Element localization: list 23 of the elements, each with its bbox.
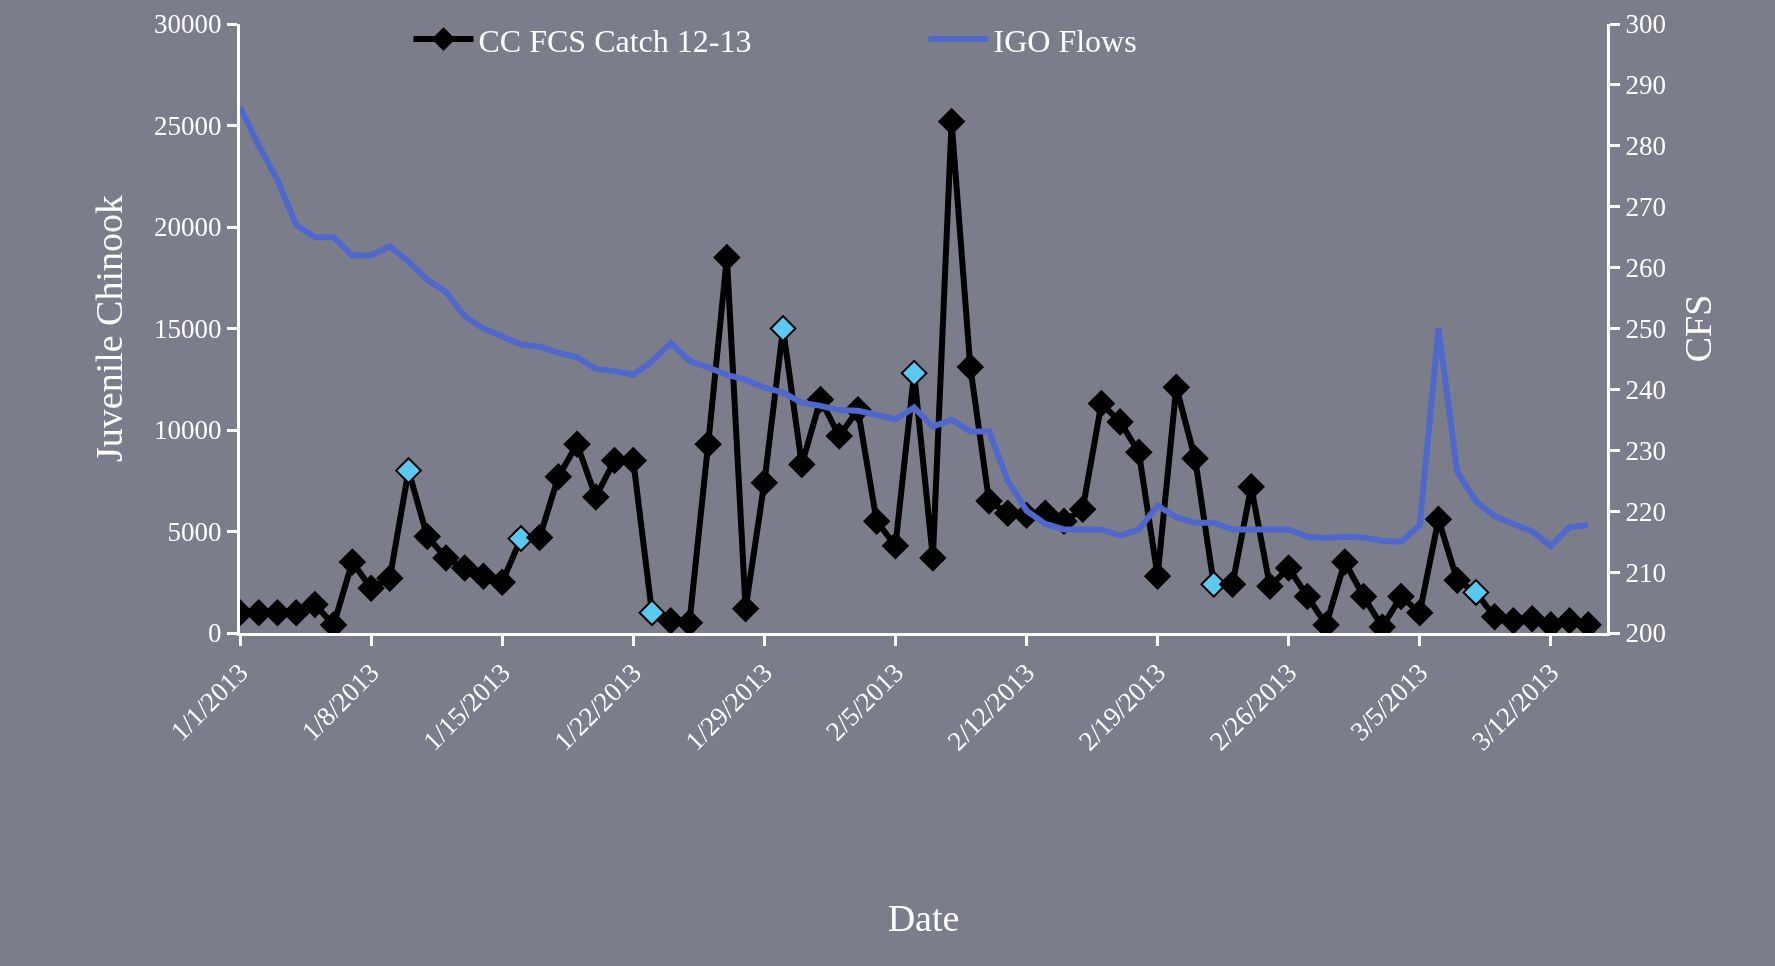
y-tick-label: 30000 bbox=[154, 9, 222, 40]
y-tick-label: 5000 bbox=[167, 516, 222, 547]
y2-tick-label: 250 bbox=[1625, 313, 1666, 344]
y2-tick-label: 290 bbox=[1625, 70, 1666, 101]
y-tick-label: 25000 bbox=[154, 110, 222, 141]
x-axis-title: Date bbox=[887, 897, 960, 940]
y-tick-label: 10000 bbox=[154, 415, 222, 446]
y2-tick-label: 240 bbox=[1625, 374, 1666, 405]
y-tick-label: 15000 bbox=[154, 313, 222, 344]
y2-tick-label: 280 bbox=[1625, 131, 1666, 162]
y2-tick-label: 200 bbox=[1625, 618, 1666, 649]
y2-tick-label: 300 bbox=[1625, 9, 1666, 40]
y2-tick-label: 210 bbox=[1625, 557, 1666, 588]
y2-tick-label: 260 bbox=[1625, 253, 1666, 284]
y-tick-label: 0 bbox=[208, 618, 222, 649]
legend-label: CC FCS Catch 12-13 bbox=[478, 22, 752, 59]
y2-axis-title: CFS bbox=[1677, 294, 1719, 363]
y2-tick-label: 270 bbox=[1625, 192, 1666, 223]
y2-tick-label: 220 bbox=[1625, 496, 1666, 527]
y-tick-label: 20000 bbox=[154, 212, 222, 243]
y-axis-title: Juvenile Chinook bbox=[88, 194, 131, 463]
legend-label: IGO Flows bbox=[993, 22, 1137, 59]
y2-tick-label: 230 bbox=[1625, 435, 1666, 466]
